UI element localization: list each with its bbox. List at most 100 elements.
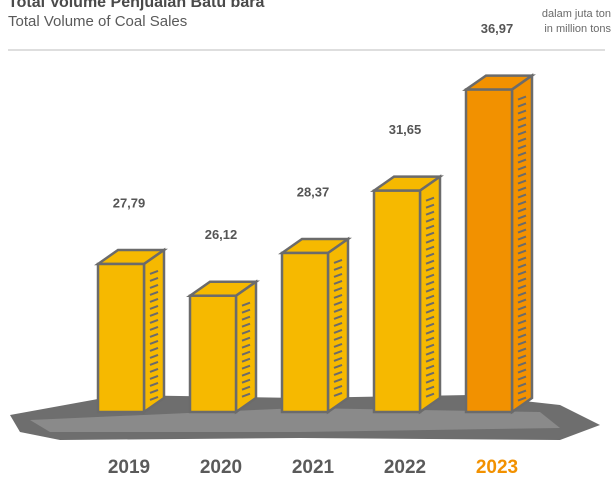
bar-hatch <box>425 245 435 251</box>
bar-hatch <box>333 343 343 348</box>
bar-hatch <box>241 315 251 321</box>
bar-hatch <box>425 280 435 286</box>
bar-hatch <box>241 329 251 335</box>
bar-hatch <box>333 294 343 299</box>
bar-hatch <box>425 357 435 363</box>
bar-hatch <box>425 329 435 335</box>
bar-hatch <box>517 200 527 206</box>
bar-hatch <box>425 252 435 258</box>
bar-hatch <box>517 186 527 192</box>
bar-hatch <box>517 396 527 402</box>
bar-hatch <box>517 375 527 381</box>
bar-hatch <box>425 308 435 314</box>
bar-hatch <box>425 266 435 272</box>
bar-hatch <box>517 347 527 353</box>
bar-hatch <box>149 277 159 282</box>
bar <box>280 251 330 414</box>
bar-hatch <box>241 385 251 391</box>
bar-hatch <box>425 343 435 349</box>
bar-hatch <box>517 116 527 122</box>
bar-hatch <box>333 357 343 362</box>
bar-hatch <box>333 308 343 313</box>
bar-hatch <box>333 322 343 327</box>
bar-hatch <box>517 284 527 290</box>
bar-hatch <box>425 238 435 244</box>
bar-hatch <box>517 270 527 276</box>
x-tick-label: 2022 <box>384 457 426 478</box>
bar-hatch <box>517 158 527 164</box>
ground-shade <box>30 408 560 432</box>
bar-hatch <box>149 333 159 338</box>
bar-hatch <box>149 305 159 310</box>
bar-hatch <box>517 277 527 283</box>
bar-hatch <box>241 378 251 384</box>
bar-side <box>142 247 166 415</box>
bar <box>464 88 514 414</box>
bar-hatch <box>425 217 435 223</box>
bar-hatch <box>517 179 527 185</box>
value-label: 31,65 <box>389 122 422 137</box>
bar-hatch <box>425 294 435 300</box>
x-tick-label: 2020 <box>200 457 242 478</box>
bar-hatch <box>333 259 343 264</box>
bar-hatch <box>149 284 159 289</box>
bar <box>96 262 146 414</box>
chart-subtitle: Total Volume of Coal Sales <box>8 13 187 30</box>
bar-hatch <box>425 350 435 356</box>
bar <box>188 294 238 414</box>
bar-hatch <box>517 249 527 255</box>
bar-hatch <box>517 263 527 269</box>
bar-hatch <box>241 371 251 377</box>
bar-hatch <box>241 322 251 328</box>
bar-hatch <box>333 378 343 383</box>
unit-note: in million tons <box>544 23 611 35</box>
bar-hatch <box>517 305 527 311</box>
bar-hatch <box>517 165 527 171</box>
bar-hatch <box>333 329 343 334</box>
bar-hatch <box>517 172 527 178</box>
x-tick-label: 2019 <box>108 457 150 478</box>
bar-hatch <box>149 340 159 345</box>
bar-hatch <box>517 319 527 325</box>
bar-hatch <box>517 123 527 129</box>
bar-hatch <box>425 301 435 307</box>
bar-hatch <box>241 357 251 363</box>
bar-hatch <box>241 301 251 307</box>
bar-hatch <box>241 350 251 356</box>
bar-side <box>418 174 442 415</box>
bar-hatch <box>241 308 251 314</box>
bar-hatch <box>333 315 343 320</box>
bar-hatch <box>517 95 527 101</box>
bar-hatch <box>517 340 527 346</box>
value-label: 26,12 <box>205 227 238 242</box>
bar-hatch <box>517 228 527 234</box>
bar-hatch <box>333 371 343 376</box>
bar-hatch <box>425 378 435 384</box>
bar-hatch <box>425 336 435 342</box>
unit-note: dalam juta ton <box>542 8 611 20</box>
bar-hatch <box>149 291 159 296</box>
bar-hatch <box>333 301 343 306</box>
bar-hatch <box>425 210 435 216</box>
bar-hatch <box>149 368 159 373</box>
bar-hatch <box>425 224 435 230</box>
bar-hatch <box>517 193 527 199</box>
bar-hatch <box>425 392 435 398</box>
bar-hatch <box>149 312 159 317</box>
bar-hatch <box>425 231 435 237</box>
bar-hatch <box>333 273 343 278</box>
bar-hatch <box>517 109 527 115</box>
bar-hatch <box>517 333 527 339</box>
bar-hatch <box>149 375 159 380</box>
bar-hatch <box>149 298 159 303</box>
bar-hatch <box>425 273 435 279</box>
bar-hatch <box>425 203 435 209</box>
bar-hatch <box>517 368 527 374</box>
bar-hatch <box>425 259 435 265</box>
bar-hatch <box>149 361 159 366</box>
chart-title: Total Volume Penjualan Batu bara <box>8 0 264 11</box>
bar-hatch <box>149 382 159 387</box>
value-label: 27,79 <box>113 195 146 210</box>
value-label: 36,97 <box>481 21 514 36</box>
bar-hatch <box>517 151 527 157</box>
